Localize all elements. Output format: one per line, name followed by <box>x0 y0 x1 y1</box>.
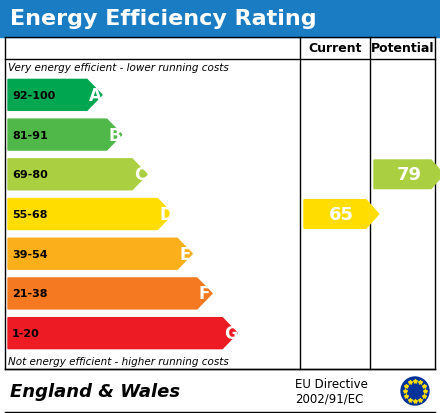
Text: 55-68: 55-68 <box>12 209 48 219</box>
Text: 65: 65 <box>329 206 354 223</box>
Text: Potential: Potential <box>371 43 434 55</box>
Text: 69-80: 69-80 <box>12 170 48 180</box>
Text: C: C <box>134 166 147 184</box>
Text: D: D <box>159 206 173 223</box>
Text: 79: 79 <box>396 166 422 184</box>
Polygon shape <box>8 80 102 111</box>
Polygon shape <box>8 318 238 349</box>
Polygon shape <box>8 278 212 309</box>
Text: E: E <box>179 245 191 263</box>
Text: 21-38: 21-38 <box>12 289 48 299</box>
Text: Very energy efficient - lower running costs: Very energy efficient - lower running co… <box>8 63 229 73</box>
Text: 92-100: 92-100 <box>12 90 55 101</box>
Text: G: G <box>224 324 238 342</box>
Polygon shape <box>8 159 147 190</box>
Circle shape <box>401 377 429 405</box>
FancyBboxPatch shape <box>0 369 440 413</box>
Text: 81-91: 81-91 <box>12 130 48 140</box>
Text: A: A <box>89 87 102 104</box>
Polygon shape <box>8 120 122 151</box>
Polygon shape <box>8 199 172 230</box>
Text: England & Wales: England & Wales <box>10 382 180 400</box>
Text: 39-54: 39-54 <box>12 249 48 259</box>
Polygon shape <box>8 239 192 270</box>
Text: Not energy efficient - higher running costs: Not energy efficient - higher running co… <box>8 356 229 366</box>
Text: F: F <box>199 285 210 303</box>
Text: 2002/91/EC: 2002/91/EC <box>295 392 363 404</box>
Text: Current: Current <box>308 43 362 55</box>
Polygon shape <box>304 200 379 229</box>
Text: Energy Efficiency Rating: Energy Efficiency Rating <box>10 9 317 29</box>
Text: EU Directive: EU Directive <box>295 377 368 391</box>
Polygon shape <box>374 161 440 189</box>
FancyBboxPatch shape <box>0 0 440 38</box>
Text: B: B <box>109 126 121 144</box>
Text: 1-20: 1-20 <box>12 328 40 338</box>
